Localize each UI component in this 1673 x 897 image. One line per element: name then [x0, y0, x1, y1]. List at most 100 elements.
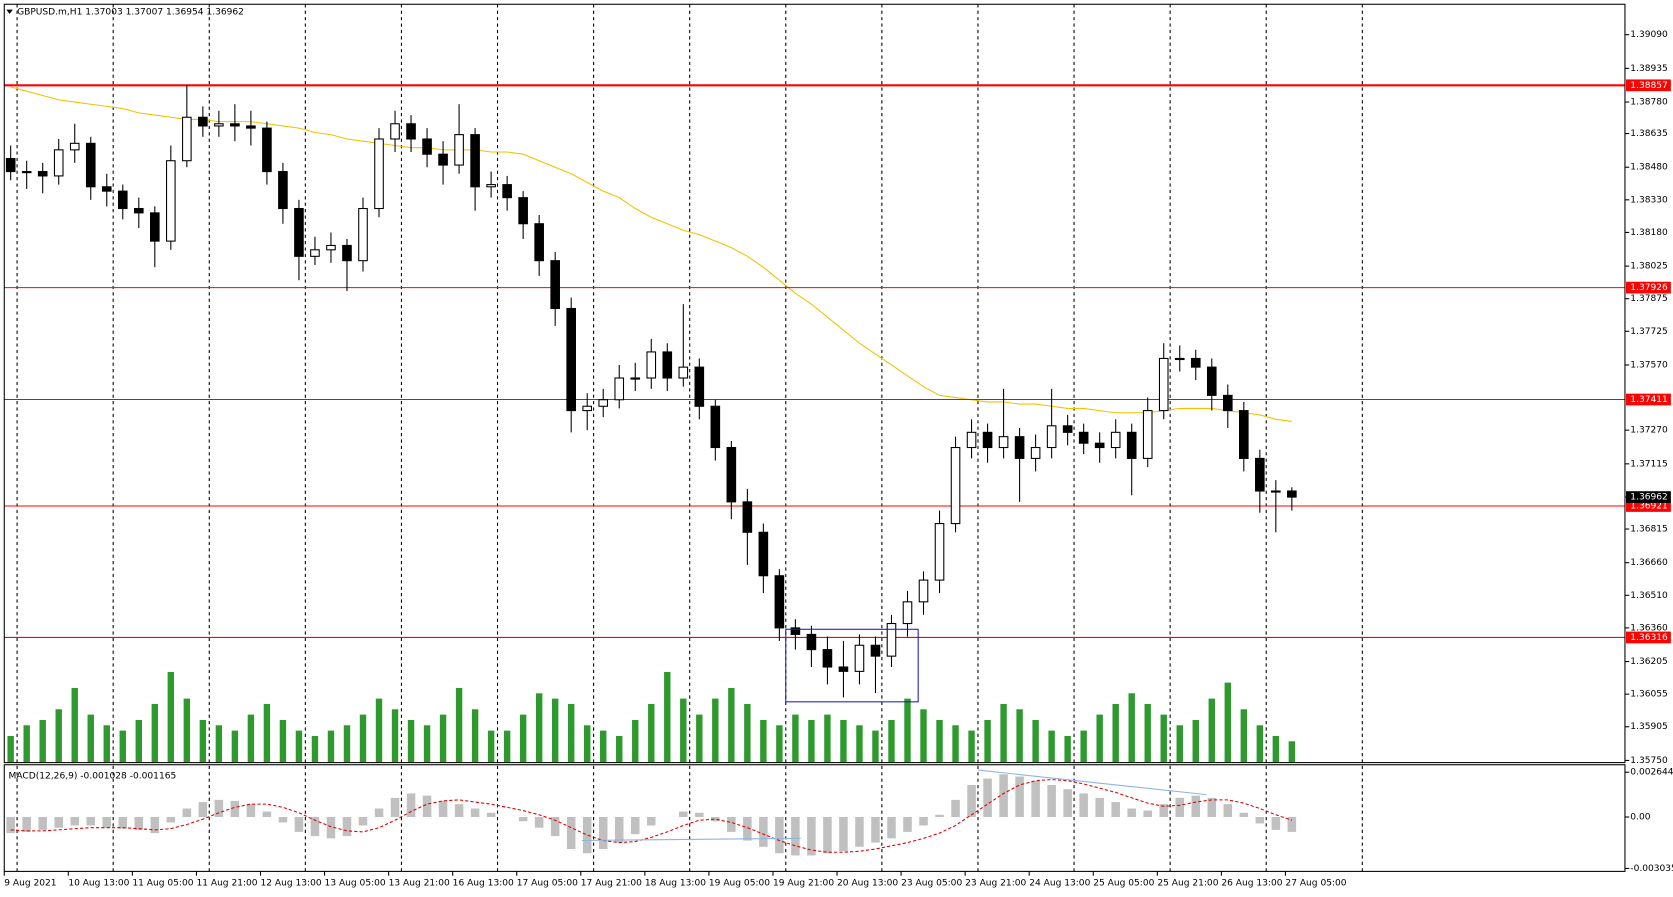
macd-value: -0.001028	[80, 771, 127, 781]
candle-body	[726, 447, 737, 503]
x-tick-label: 17 Aug 05:00	[517, 879, 578, 889]
macd-bar	[919, 816, 928, 826]
macd-bar	[759, 816, 768, 847]
y-tick-label: 1.37570	[1630, 360, 1668, 370]
chart-header: GBPUSD.m,H1 1.37003 1.37007 1.36954 1.36…	[17, 7, 244, 17]
candle-body	[53, 149, 64, 177]
candle-body	[1110, 431, 1121, 449]
candle-body	[550, 260, 560, 310]
candle-body	[1078, 431, 1089, 444]
macd-signal-value: -0.001165	[130, 771, 177, 781]
quote-open: 1.37003	[85, 7, 123, 17]
macd-bar	[70, 816, 80, 826]
candle-body	[37, 171, 48, 177]
macd-bar	[86, 816, 96, 826]
macd-bar	[582, 816, 592, 854]
macd-bar	[1287, 816, 1297, 832]
macd-bar	[598, 816, 608, 850]
level-label: 1.37926	[1630, 283, 1668, 293]
candle-body	[1046, 425, 1057, 449]
candle-body	[1158, 357, 1169, 412]
volume-bar	[776, 725, 783, 763]
candle-body	[310, 249, 320, 257]
macd-bar	[999, 774, 1008, 817]
volume-bar	[279, 719, 287, 763]
y-tick-label: 1.37875	[1630, 294, 1668, 304]
volume-bar	[1128, 693, 1135, 763]
volume-bar	[1208, 698, 1215, 763]
volume-bar	[1016, 709, 1023, 763]
volume-bar	[952, 725, 959, 763]
macd-bar	[1175, 797, 1185, 817]
candle-body	[998, 436, 1009, 449]
candle-body	[1239, 410, 1249, 459]
x-tick-label: 26 Aug 13:00	[1221, 879, 1282, 889]
y-tick-label: 1.37725	[1630, 327, 1668, 337]
candle-body	[1094, 442, 1105, 449]
candle-body	[1222, 394, 1233, 412]
macd-bar	[951, 799, 960, 817]
macd-bar	[1127, 808, 1136, 817]
volume-bar	[295, 730, 303, 763]
macd-bar	[839, 816, 848, 852]
y-tick-label: 1.37115	[1630, 459, 1668, 469]
volume-bar	[1064, 735, 1071, 763]
macd-bar	[230, 800, 240, 817]
macd-bar	[1271, 816, 1281, 830]
macd-bar	[134, 816, 144, 830]
macd-bar	[887, 816, 896, 839]
macd-bar	[711, 816, 720, 822]
candle-body	[278, 171, 288, 210]
level-label: 1.37411	[1630, 395, 1668, 405]
macd-bar	[278, 816, 288, 823]
y-tick-label: 1.38935	[1630, 64, 1668, 74]
candle-body	[950, 447, 961, 525]
level-label-box	[1626, 79, 1671, 92]
macd-bar	[342, 816, 352, 837]
candle-body	[710, 405, 721, 449]
volume-bar	[1000, 703, 1007, 763]
volume-bar	[167, 671, 175, 763]
back-layer	[7, 4, 1363, 872]
candle-body	[470, 134, 480, 188]
level-label-box	[1626, 393, 1671, 406]
macd-bar	[374, 808, 384, 817]
candle-body	[21, 171, 32, 174]
candle-body	[214, 123, 224, 127]
candle-body	[486, 184, 496, 188]
macd-bar	[727, 816, 736, 832]
volume-bar	[407, 719, 415, 763]
macd-bar	[695, 812, 704, 817]
candle-body	[902, 601, 913, 625]
candle-body	[198, 116, 208, 127]
macd-bar	[470, 808, 480, 817]
macd-bar	[903, 816, 912, 832]
x-tick-label: 24 Aug 13:00	[1029, 879, 1090, 889]
x-tick-label: 17 Aug 21:00	[581, 879, 642, 889]
volume-bar	[247, 714, 255, 763]
candle-body	[1190, 357, 1201, 368]
x-tick-label: 13 Aug 21:00	[389, 879, 450, 889]
macd-bar	[454, 804, 464, 817]
menu-arrow[interactable]	[6, 9, 13, 14]
candle-body	[1255, 457, 1265, 492]
volume-bar	[1288, 741, 1296, 763]
volume-bar	[87, 714, 94, 763]
macd-bar	[1095, 797, 1104, 817]
volume-bar	[231, 730, 239, 763]
volume-bar	[1224, 682, 1231, 763]
x-tick-label: 18 Aug 13:00	[645, 879, 706, 889]
volume-bar	[712, 698, 719, 763]
volume-bar	[39, 719, 46, 763]
volume-bar	[359, 714, 367, 763]
y-tick-label: 1.38635	[1630, 129, 1668, 139]
quote-low: 1.36954	[166, 7, 204, 17]
macd-bar	[406, 793, 416, 817]
candle-body	[117, 190, 128, 210]
candle-body	[294, 207, 304, 257]
x-tick-label: 13 Aug 05:00	[325, 879, 386, 889]
macd-bar	[310, 816, 320, 837]
divergence-line	[581, 837, 801, 842]
macd-bar	[486, 812, 496, 817]
